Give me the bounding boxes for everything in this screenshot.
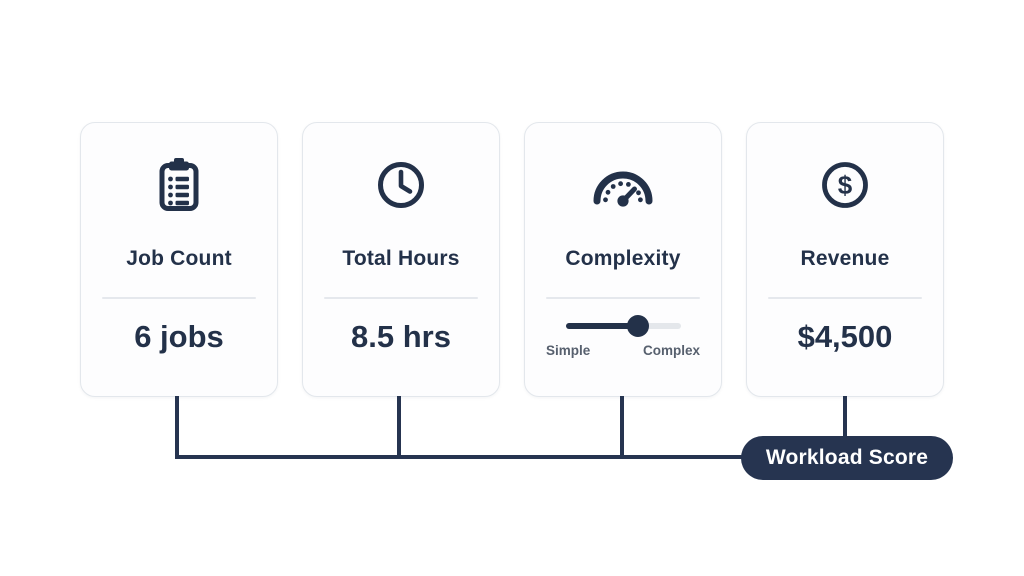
complexity-slider-labels: Simple Complex (546, 343, 700, 358)
divider (324, 297, 478, 299)
workload-score-label: Workload Score (765, 446, 929, 469)
slider-label-simple: Simple (546, 343, 591, 358)
card-title: Total Hours (342, 247, 460, 270)
gauge-icon (525, 153, 721, 217)
card-title: Revenue (800, 247, 890, 270)
clock-icon (303, 153, 499, 217)
complexity-slider-knob[interactable] (627, 315, 650, 337)
slider-label-complex: Complex (642, 343, 700, 358)
clipboard-list-icon (81, 153, 277, 217)
connector-total-hours (397, 396, 401, 459)
connector-trunk (175, 455, 742, 459)
connector-job-count (175, 396, 179, 459)
card-job-count: Job Count 6 jobs (80, 122, 278, 397)
card-total-hours: Total Hours 8.5 hrs (302, 122, 500, 397)
total-hours-value: 8.5 hrs (351, 319, 451, 354)
divider (546, 297, 700, 299)
card-title: Job Count (126, 247, 232, 270)
divider (768, 297, 922, 299)
card-complexity: Complexity Simple Complex (524, 122, 722, 397)
connector-revenue (843, 396, 847, 438)
complexity-slider-track[interactable] (566, 315, 681, 337)
complexity-slider-fill (566, 323, 639, 329)
connector-complexity (620, 396, 624, 459)
svg-text:$: $ (838, 170, 853, 200)
divider (102, 297, 256, 299)
dollar-circle-icon: $ (747, 153, 943, 217)
card-title: Complexity (565, 247, 681, 270)
card-revenue: $ Revenue $4,500 (746, 122, 944, 397)
revenue-value: $4,500 (797, 319, 893, 354)
workload-score-badge: Workload Score (741, 436, 953, 480)
job-count-value: 6 jobs (134, 319, 224, 354)
